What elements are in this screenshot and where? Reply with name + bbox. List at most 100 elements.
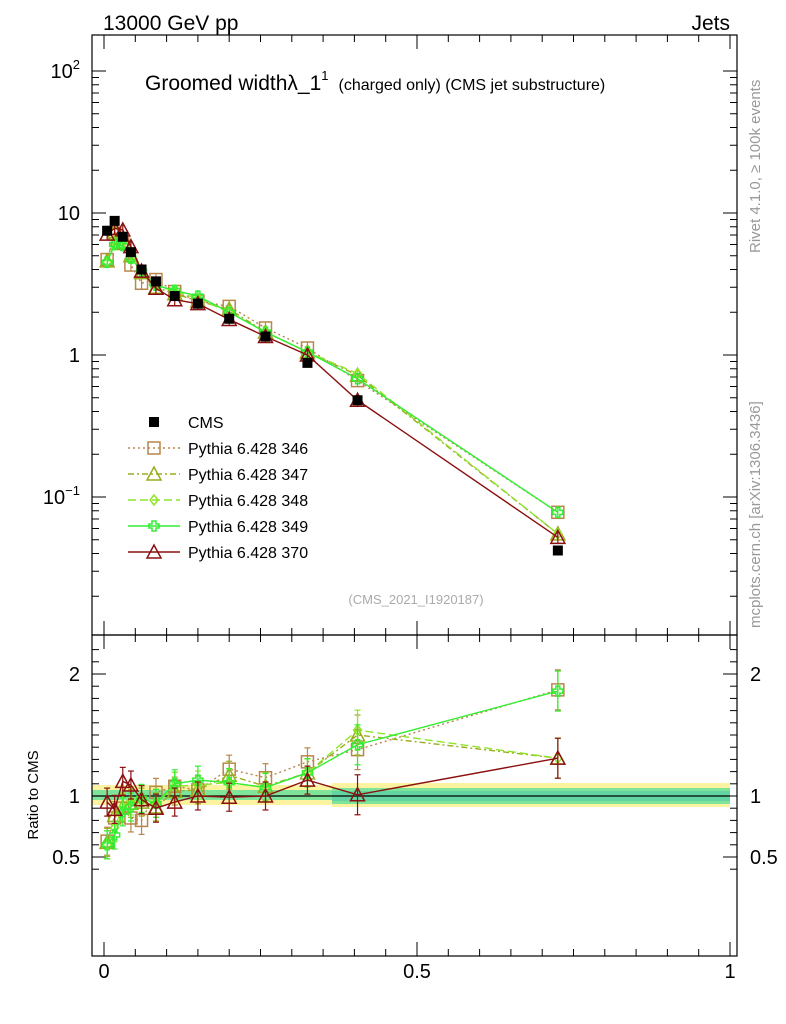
plot-title-main: Groomed widthλ_1 [145,72,321,95]
ratio-line-p349 [106,690,559,846]
legend-label: Pythia 6.428 347 [188,467,308,484]
data-point-cms [302,357,313,368]
ratio-y-tick-label-right: 0.5 [750,847,778,869]
ratio-point-p349 [168,778,181,790]
rivet-version-label: Rivet 4.1.0, ≥ 100k events [747,80,764,253]
x-tick-label: 1 [724,961,735,983]
data-point-p349 [101,256,113,268]
legend-marker-p348 [149,493,159,507]
series-line-p370 [106,227,559,538]
legend-label: Pythia 6.428 348 [188,493,308,510]
series-p347 [98,222,567,541]
series-p348 [102,233,563,541]
legend-marker-cms [149,417,159,427]
legend-item-p370: Pythia 6.428 370 [128,543,308,562]
ratio-point-p370 [147,799,165,815]
ratio-point-p349 [150,797,162,810]
legend-label: Pythia 6.428 346 [188,441,308,458]
main-panel-series [98,215,567,556]
series-line-p347 [106,229,559,535]
legend-item-p347: Pythia 6.428 347 [128,465,308,484]
series-line-p348 [106,238,559,535]
ratio-point-p370 [189,787,207,803]
ratio-point-p370 [114,772,132,789]
data-point-cms [117,231,128,242]
main-y-tick-label: 10−1 [43,483,80,509]
ratio-y-tick-label: 2 [69,664,80,686]
plot-title: Groomed widthλ_11 (charged only) (CMS jet… [145,68,605,95]
data-point-cms [192,298,203,309]
ratio-point-p349 [552,685,564,697]
legend-item-p346: Pythia 6.428 346 [128,441,308,458]
data-point-p349 [552,506,564,519]
ratio-point-p370 [133,791,150,807]
mcplots-reference-label: mcplots.cern.ch [arXiv:1306.3436] [747,401,764,628]
header-energy: 13000 GeV pp [103,12,238,35]
legend-marker-p346 [147,441,161,455]
legend: CMS Pythia 6.428 346 Pythia 6.428 347 Pythi… [128,415,308,562]
data-point-p370 [147,279,165,296]
series-line-p346 [106,231,559,513]
ratio-point-p349 [351,739,364,751]
data-point-cms [352,395,363,406]
ratio-point-p370 [106,800,123,817]
plot-title-superscript: 1 [321,68,328,83]
x-tick-label: 0.5 [403,961,431,983]
legend-marker-p370 [145,543,163,559]
ratio-point-p370 [349,786,366,802]
ratio-point-p370 [98,793,116,809]
ratio-point-p349 [192,774,204,786]
ratio-series-p370 [98,737,567,825]
main-y-tick-label: 102 [51,57,80,83]
ratio-point-p349 [101,839,113,851]
legend-label: CMS [188,415,224,432]
legend-marker-p349 [148,520,160,532]
data-point-p349 [351,373,364,385]
data-point-cms [169,291,180,302]
main-panel-axes: 10−1 1 10 102 [43,35,737,635]
ratio-y-tick-label-right: 2 [750,664,761,686]
ratio-uncertainty-band [92,783,730,807]
data-point-cms [125,247,136,258]
data-point-p349 [108,238,121,251]
ratio-y-tick-label-right: 1 [750,786,761,808]
ratio-point-p370 [257,787,274,803]
legend-label: Pythia 6.428 349 [188,519,308,536]
analysis-watermark: (CMS_2021_I1920187) [348,592,483,607]
legend-item-p349: Pythia 6.428 349 [128,519,308,536]
data-point-cms [260,331,271,342]
ratio-line-p346 [106,689,559,842]
data-point-cms [136,264,147,275]
series-p370 [98,219,567,545]
x-tick-label: 0 [98,961,109,983]
ratio-point-p370 [122,776,140,792]
ratio-series-p349 [101,670,564,860]
ratio-point-p349 [223,776,235,789]
data-point-cms [102,225,113,236]
ratio-point-p349 [108,829,121,841]
ratio-point-p349 [125,801,137,813]
ratio-point-p370 [166,793,183,809]
data-point-cms [109,215,120,226]
legend-label: Pythia 6.428 370 [188,545,308,562]
ratio-point-p370 [549,749,567,765]
plot-title-subtitle: (charged only) (CMS jet substructure) [339,77,606,94]
legend-item-cms: CMS [149,415,224,432]
header-process: Jets [691,12,730,35]
ratio-panel-frame [91,634,738,957]
legend-item-p348: Pythia 6.428 348 [128,493,308,510]
main-y-tick-label: 1 [69,345,80,367]
main-y-tick-label: 10 [58,203,80,225]
ratio-y-tick-label: 1 [69,786,80,808]
data-point-cms [150,276,161,287]
data-point-cms [552,545,563,556]
series-cms [102,215,563,556]
ratio-series-p346 [100,669,565,856]
data-point-cms [224,313,235,324]
legend-marker-p347 [145,465,163,481]
ratio-point-p370 [299,771,316,787]
data-point-p370 [549,528,567,545]
ratio-point-p370 [220,788,238,804]
ratio-y-axis-label: Ratio to CMS [25,750,42,839]
